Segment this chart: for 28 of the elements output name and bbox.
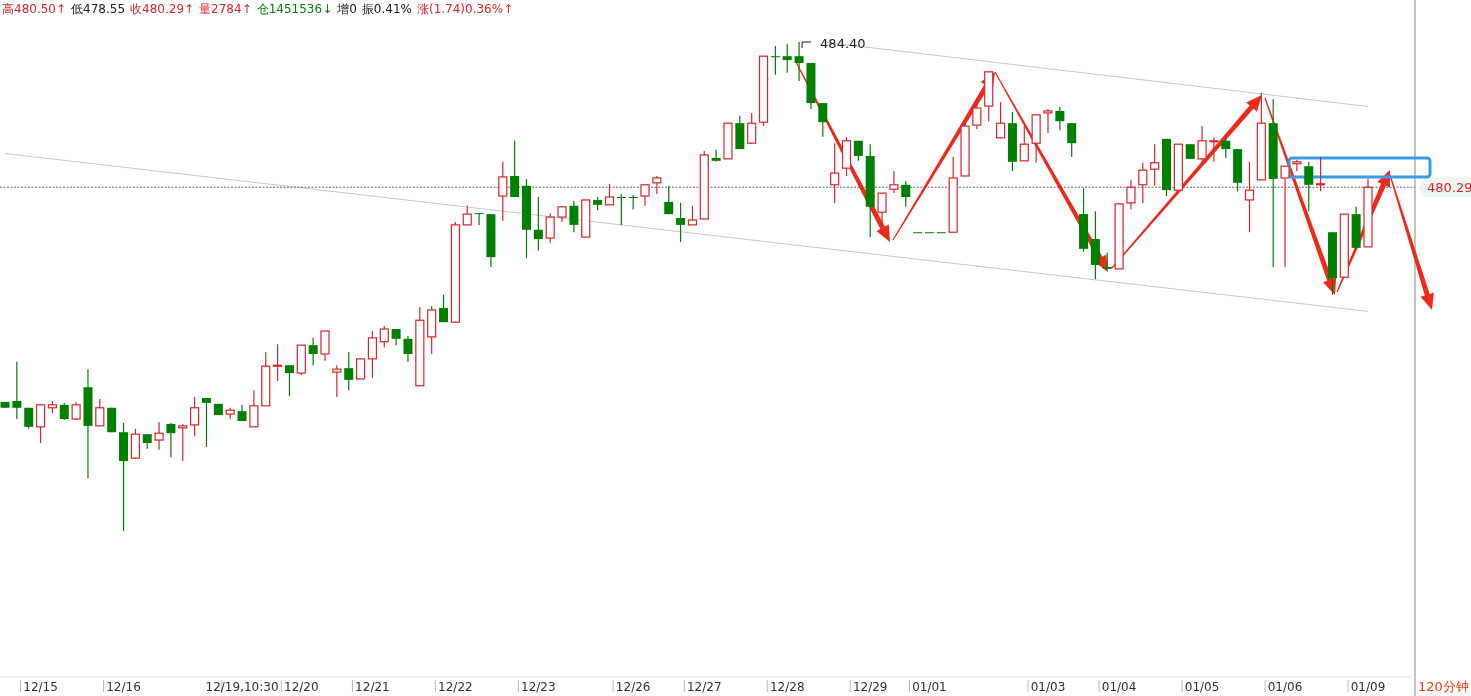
text: 收480.29↑ <box>130 2 195 16</box>
x-tick-label: 12/26 <box>615 680 651 694</box>
x-tick-label: 01/09 <box>1350 680 1386 694</box>
text: 高480.50↑ <box>2 2 67 16</box>
text: 增0 <box>336 2 357 16</box>
text: 120分钟 <box>1418 679 1469 694</box>
x-tick-label: 12/23 <box>521 680 556 694</box>
x-tick-label: 01/03 <box>1030 680 1066 694</box>
text: 仓1451536↓ <box>256 2 333 16</box>
text: 量2784↑ <box>199 2 252 16</box>
x-tick-label: 12/16 <box>106 680 141 694</box>
x-tick-label: 12/27 <box>686 680 722 694</box>
text: 低478.55 <box>71 2 126 16</box>
x-tick-label: 12/28 <box>769 680 805 694</box>
x-tick-label: 12/22 <box>438 680 473 694</box>
text: 涨(1.74)0.36%↑ <box>416 2 514 16</box>
x-tick-label: 01/04 <box>1101 680 1137 694</box>
x-tick-label: 01/05 <box>1184 680 1220 694</box>
text: 振0.41% <box>361 2 412 16</box>
x-tick-label: 12/15 <box>23 680 58 694</box>
x-tick-label: 12/29 <box>852 680 888 694</box>
x-tick-label: 01/06 <box>1267 680 1303 694</box>
x-tick-label: 01/01 <box>912 680 947 694</box>
text: 480.29 <box>1427 180 1471 196</box>
x-tick-label: 12/19,10:30 <box>205 680 279 694</box>
x-tick-label: 12/21 <box>355 680 390 694</box>
annotation: 484.40 <box>820 36 866 51</box>
x-tick-label: 12/20 <box>284 680 319 694</box>
